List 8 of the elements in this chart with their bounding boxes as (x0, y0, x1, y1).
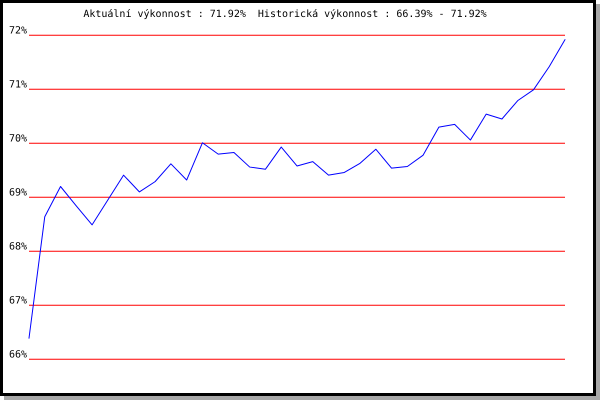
y-tick-label: 70% (8, 133, 27, 144)
y-tick-label: 71% (8, 79, 27, 90)
chart-title: Aktuální výkonnost : 71.92% Historická výkonnost : 66.39% - 71.92% (83, 9, 487, 20)
y-tick-label: 72% (8, 25, 27, 36)
y-tick-label: 68% (8, 241, 27, 252)
y-tick-label: 69% (8, 187, 27, 198)
y-tick-label: 67% (8, 295, 27, 306)
y-tick-label: 66% (8, 349, 27, 360)
